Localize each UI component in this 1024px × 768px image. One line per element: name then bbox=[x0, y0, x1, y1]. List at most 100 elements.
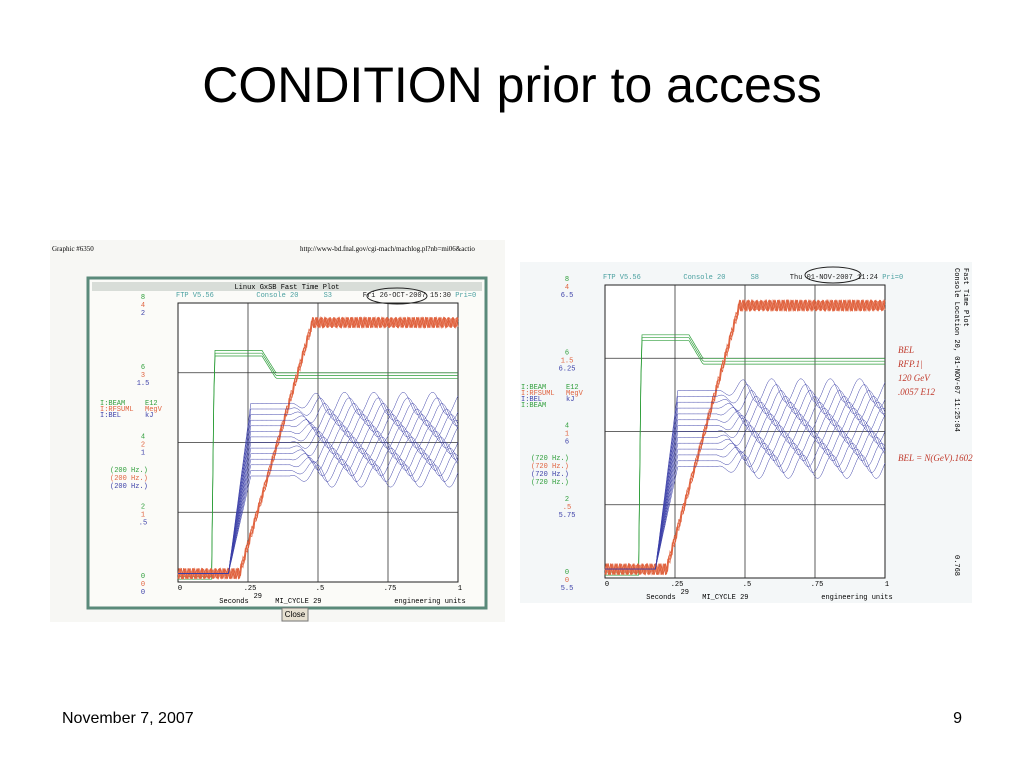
date-circle bbox=[366, 287, 428, 305]
legend-text: I:RFSUML bbox=[100, 406, 134, 414]
handwritten-note: 120 GeV bbox=[898, 373, 931, 383]
y-tick-label: 5.75 bbox=[559, 512, 576, 520]
y-tick-label: 4 bbox=[141, 302, 145, 310]
footer-date: November 7, 2007 bbox=[62, 710, 194, 727]
handwritten-note: BEL = N(GeV).1602 bbox=[898, 453, 973, 463]
rate-text: (200 Hz.) bbox=[110, 483, 148, 491]
footer-text: engineering units bbox=[821, 594, 892, 602]
x-tick-label: 0 bbox=[605, 581, 609, 589]
y-tick-label: 1.5 bbox=[561, 357, 574, 365]
legend-text: E12 bbox=[145, 400, 158, 408]
y-tick-label: 3 bbox=[141, 372, 145, 380]
y-tick-label: 6.5 bbox=[561, 292, 574, 300]
x-tick-label: .75 bbox=[384, 585, 397, 593]
y-tick-label: 6.25 bbox=[559, 365, 576, 373]
trace bbox=[178, 352, 458, 577]
header-text: S3 bbox=[324, 292, 332, 300]
trace bbox=[605, 337, 885, 573]
close-label[interactable]: Close bbox=[285, 610, 306, 619]
trace bbox=[605, 334, 885, 570]
legend-text: E12 bbox=[566, 384, 579, 392]
x-tick-label: .25 bbox=[671, 581, 684, 589]
legend-text: MegV bbox=[145, 406, 163, 414]
cycle-text: 29 bbox=[254, 593, 262, 601]
y-tick-label: .5 bbox=[139, 519, 147, 527]
legend-text: I:BEL bbox=[100, 412, 121, 420]
slide-title: CONDITION prior to access bbox=[202, 57, 822, 113]
header-text: S8 bbox=[751, 274, 759, 282]
footer-text: engineering units bbox=[394, 598, 465, 606]
y-tick-label: 8 bbox=[141, 294, 145, 302]
x-tick-label: 0 bbox=[178, 585, 182, 593]
y-tick-label: 4 bbox=[565, 423, 569, 431]
trace bbox=[177, 316, 459, 580]
caption: Graphic #6350 bbox=[52, 245, 94, 253]
y-tick-label: 0 bbox=[141, 589, 145, 597]
legend-text: I:BEAM bbox=[100, 400, 125, 408]
y-tick-label: 4 bbox=[565, 284, 569, 292]
y-tick-label: 2 bbox=[141, 503, 145, 511]
header-text: Console 20 bbox=[256, 292, 298, 300]
rate-text: (720 Hz.) bbox=[531, 463, 569, 471]
footer-text: Seconds bbox=[219, 598, 248, 606]
trace bbox=[178, 392, 459, 574]
close-button[interactable] bbox=[281, 607, 309, 622]
y-tick-label: 6 bbox=[565, 349, 569, 357]
handwritten-note: RFP.1| bbox=[897, 359, 923, 369]
url: http://www-bd.fnal.gov/cgi-mach/machlog.… bbox=[300, 245, 475, 253]
x-tick-label: .5 bbox=[743, 581, 751, 589]
trace bbox=[178, 355, 458, 580]
y-tick-label: 1 bbox=[141, 450, 145, 458]
y-tick-label: 0 bbox=[141, 573, 145, 581]
y-tick-label: 2 bbox=[141, 442, 145, 450]
footer-text: MI_CYCLE 29 bbox=[702, 594, 748, 602]
rate-text: (720 Hz.) bbox=[531, 455, 569, 463]
cycle-text: 29 bbox=[681, 589, 689, 597]
y-tick-label: 4 bbox=[141, 434, 145, 442]
x-tick-label: 1 bbox=[458, 585, 462, 593]
y-tick-label: .5 bbox=[563, 504, 571, 512]
legend-text: I:BEL bbox=[521, 396, 542, 404]
header-text: FTP V5.56 bbox=[603, 274, 641, 282]
rate-text: (720 Hz.) bbox=[531, 479, 569, 487]
y-tick-label: 5.5 bbox=[561, 585, 574, 593]
y-tick-label: 0 bbox=[565, 577, 569, 585]
header-text: FTP V5.56 bbox=[176, 292, 214, 300]
trace bbox=[604, 298, 886, 576]
page-number: 9 bbox=[953, 710, 962, 727]
window-titlebar bbox=[92, 282, 482, 291]
y-tick-label: 6 bbox=[141, 364, 145, 372]
y-tick-label: 0 bbox=[565, 569, 569, 577]
y-tick-label: 8 bbox=[565, 276, 569, 284]
header-text: Pri=0 bbox=[882, 274, 903, 282]
handwritten-note: BEL bbox=[898, 345, 914, 355]
x-tick-label: .25 bbox=[244, 585, 257, 593]
rate-text: (720 Hz.) bbox=[531, 471, 569, 479]
side-text: Console Location 20, 01-NOV-07 11:25:04 bbox=[952, 268, 960, 432]
right-scan: FTP V5.56 Console 20 S8 Thu 01-NOV-2007 11:… bbox=[520, 262, 973, 603]
left-scan: Graphic #6350 http://www-bd.fnal.gov/cgi… bbox=[50, 240, 505, 622]
handwritten-note: .0057 E12 bbox=[898, 387, 935, 397]
y-tick-label: 1 bbox=[565, 431, 569, 439]
legend-text: I:BEAM bbox=[521, 402, 546, 410]
window-title: Linux GxSB Fast Time Plot bbox=[234, 284, 339, 292]
rate-text: (200 Hz.) bbox=[110, 467, 148, 475]
side-value: 0.768 bbox=[952, 555, 960, 576]
header-text: Console 20 bbox=[683, 274, 725, 282]
date-circle bbox=[804, 266, 862, 284]
header-text: Fri 26-OCT-2007 15:30 bbox=[363, 292, 451, 300]
y-tick-label: 0 bbox=[141, 581, 145, 589]
legend-text: I:BEAM bbox=[521, 384, 546, 392]
y-tick-label: 2 bbox=[141, 310, 145, 318]
side-text: Fast Time Plot bbox=[961, 268, 969, 327]
y-tick-label: 1.5 bbox=[137, 380, 150, 388]
legend-text: kJ bbox=[566, 396, 574, 404]
legend-text: kJ bbox=[145, 412, 153, 420]
y-tick-label: 6 bbox=[565, 439, 569, 447]
legend-text: I:RFSUML bbox=[521, 390, 555, 398]
header-text: Thu 01-NOV-2007 11:24 bbox=[790, 274, 878, 282]
y-tick-label: 2 bbox=[565, 496, 569, 504]
trace bbox=[178, 350, 458, 574]
rate-text: (200 Hz.) bbox=[110, 475, 148, 483]
